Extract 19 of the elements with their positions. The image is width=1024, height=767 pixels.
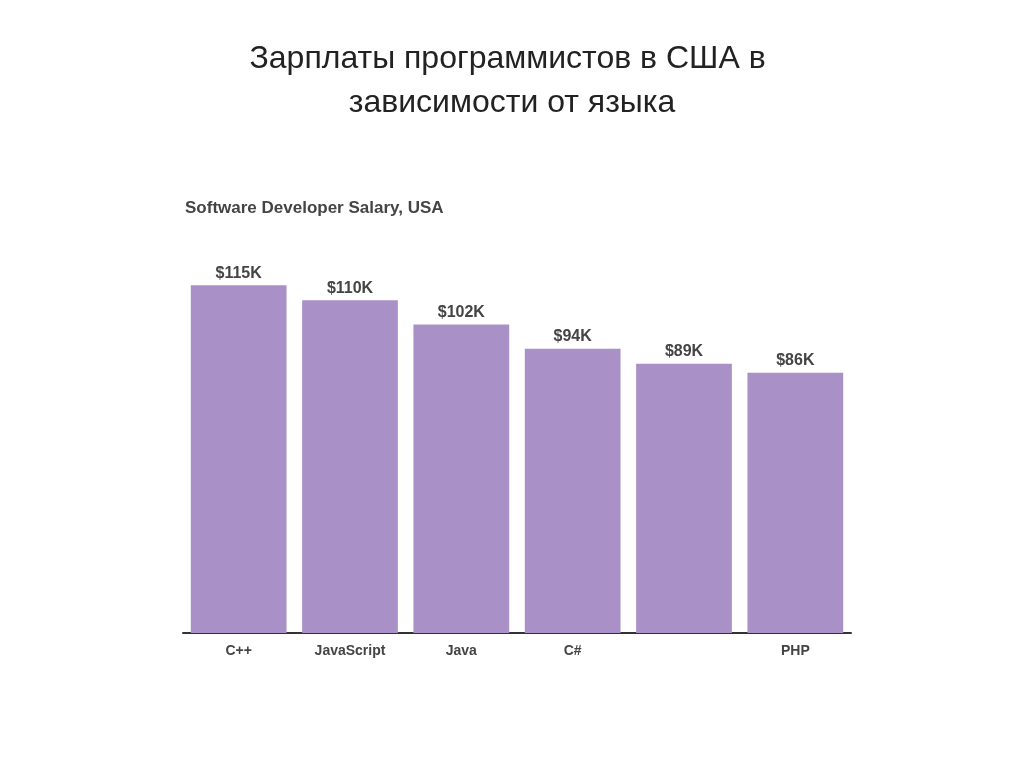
bar xyxy=(190,285,287,633)
chart-subtitle: Software Developer Salary, USA xyxy=(185,198,444,217)
bar xyxy=(747,372,844,633)
x-tick-label: C# xyxy=(563,642,582,658)
data-label: $86K xyxy=(776,351,815,369)
data-label: $110K xyxy=(326,278,374,296)
x-tick-label: PHP xyxy=(780,642,810,658)
data-label: $115K xyxy=(215,263,263,281)
data-label: $94K xyxy=(553,327,593,345)
bar xyxy=(413,324,510,633)
bar xyxy=(636,363,732,633)
x-tick-label: C++ xyxy=(225,642,252,658)
bar xyxy=(302,300,398,633)
data-label: $102K xyxy=(437,302,486,320)
x-tick-label: Java xyxy=(445,642,478,658)
data-label: $89K xyxy=(664,342,704,360)
x-tick-label: JavaScript xyxy=(314,642,386,658)
bar xyxy=(524,348,621,633)
chart-title: Зарплаты программистов в США в зависимости от языка xyxy=(249,39,775,119)
